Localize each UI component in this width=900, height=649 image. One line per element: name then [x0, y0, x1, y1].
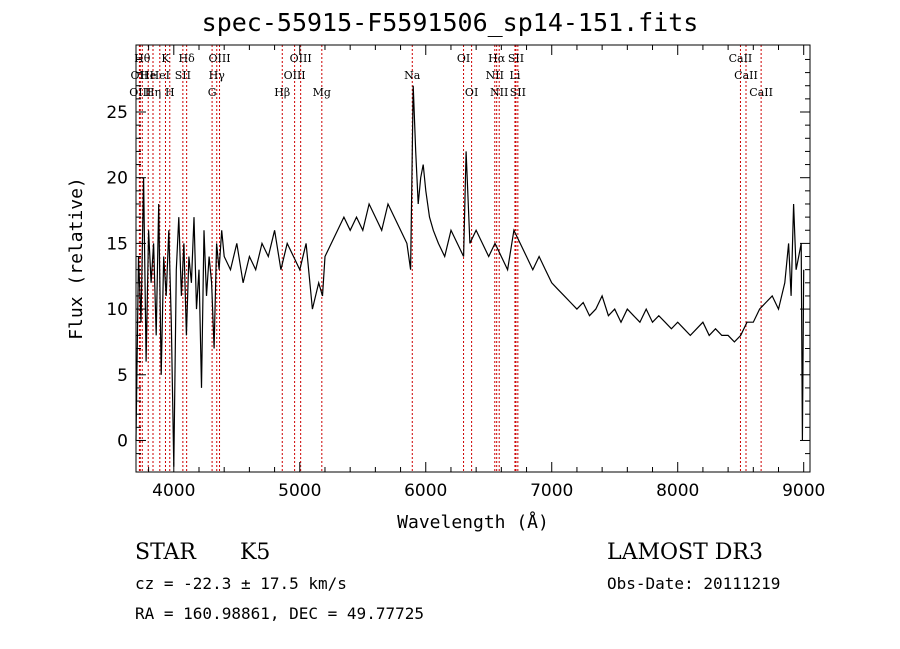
line-label-25: SII [510, 86, 526, 99]
x-axis-label: Wavelength (Å) [397, 511, 549, 533]
x-tick-label-4000: 4000 [152, 481, 195, 501]
line-label-28: CaII [749, 86, 773, 99]
x-tick-label-9000: 9000 [782, 481, 825, 501]
x-tick-label-6000: 6000 [404, 481, 447, 501]
line-label-12: OIII [208, 52, 230, 65]
observation-date: Obs-Date: 20111219 [607, 574, 781, 593]
line-label-7: H [165, 86, 175, 99]
survey-name: LAMOST DR3 [607, 540, 763, 565]
y-tick-label-20: 20 [106, 169, 128, 189]
y-tick-label-10: 10 [106, 300, 128, 320]
object-class: STAR [135, 540, 196, 565]
line-label-4: Hη [145, 86, 161, 99]
spectrum-line [135, 85, 805, 467]
line-label-3: He [140, 69, 156, 82]
x-axis: 4000 5000 6000 7000 8000 9000 [148, 45, 825, 501]
y-tick-label-0: 0 [117, 431, 128, 451]
object-subclass: K5 [240, 540, 271, 565]
line-label-10: G [208, 86, 217, 99]
line-label-27: CaII [734, 69, 758, 82]
line-label-2: Hθ [134, 52, 151, 65]
y-tick-label-25: 25 [106, 103, 128, 123]
y-tick-label-15: 15 [106, 234, 128, 254]
redshift-velocity: cz = -22.3 ± 17.5 km/s [135, 574, 347, 593]
line-label-21: Hα [488, 52, 506, 65]
line-label-11: Hγ [209, 69, 226, 82]
line-label-22: NII [490, 86, 508, 99]
line-label-15: OIII [290, 52, 312, 65]
line-label-1: OIII [129, 86, 151, 99]
plot-frame [135, 44, 811, 473]
y-tick-label-5: 5 [117, 366, 128, 386]
line-label-23: Li [510, 69, 521, 82]
line-label-20: NII [486, 69, 504, 82]
y-axis-label: Flux (relative) [66, 177, 87, 340]
line-label-5: HeI [150, 69, 170, 82]
line-label-14: OIII [284, 69, 306, 82]
line-label-9: Hδ [179, 52, 196, 65]
line-label-0: OII [131, 69, 149, 82]
line-label-13: Hβ [274, 86, 290, 99]
line-label-18: OI [457, 52, 470, 65]
line-label-16: Mg [313, 86, 331, 99]
x-tick-label-5000: 5000 [278, 481, 321, 501]
line-labels: OIIOIIIHθHeHηHeIKHSIIHδGHγOIIIHβOIIIOIII… [129, 52, 773, 99]
line-label-24: SII [508, 52, 524, 65]
y-axis: 0 5 10 15 20 25 [106, 58, 810, 455]
line-label-19: OI [465, 86, 478, 99]
line-label-26: CaII [729, 52, 753, 65]
x-tick-label-8000: 8000 [656, 481, 699, 501]
line-label-6: K [161, 52, 170, 65]
line-label-8: SII [175, 69, 191, 82]
sky-coordinates: RA = 160.98861, DEC = 49.77725 [135, 604, 424, 623]
x-tick-label-7000: 7000 [530, 481, 573, 501]
chart-title: spec-55915-F5591506_sp14-151.fits [201, 8, 699, 37]
line-label-17: Na [404, 69, 421, 82]
